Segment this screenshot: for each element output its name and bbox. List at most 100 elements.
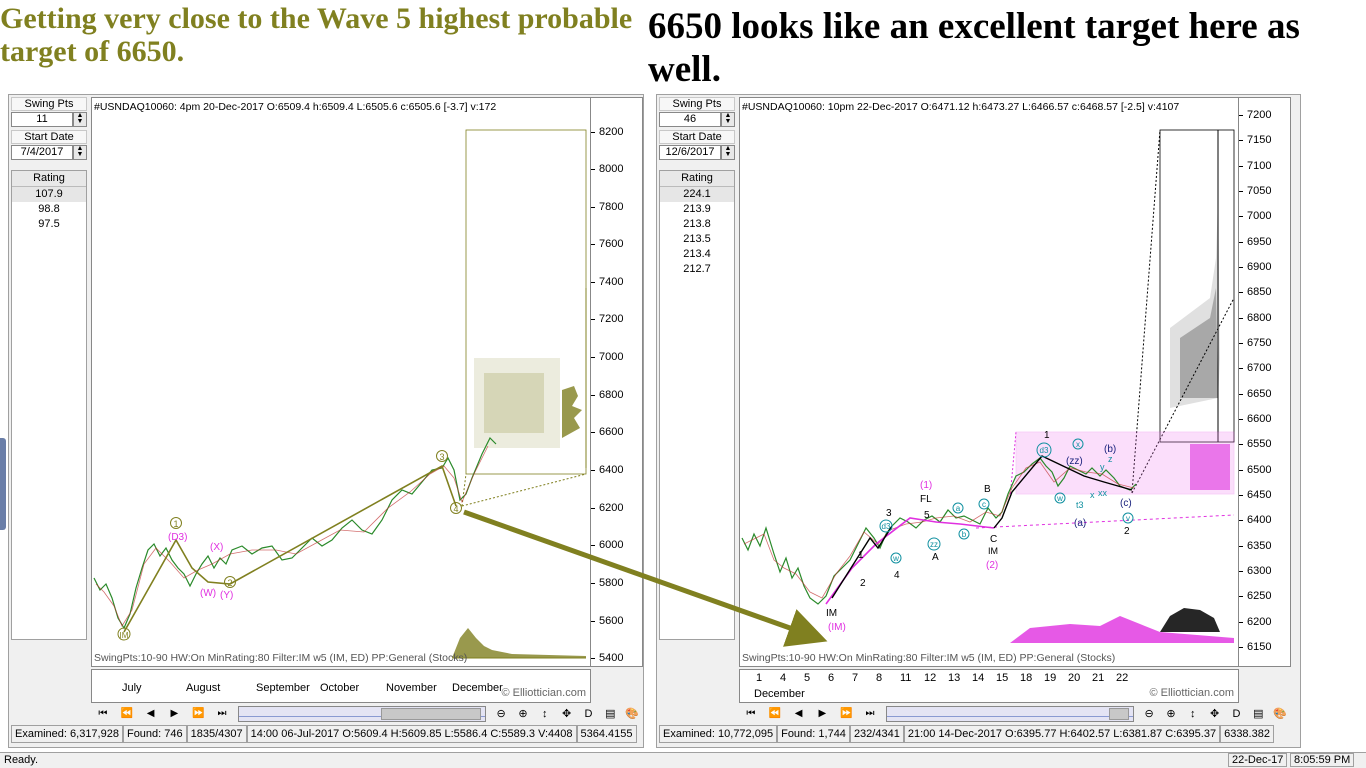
draw-icon[interactable]: D (584, 708, 593, 720)
rating-list[interactable]: Rating 224.1 213.9 213.8 213.5 213.4 212… (659, 170, 735, 640)
wave-label: (b) (1104, 444, 1116, 455)
y-tick: 6000 (591, 539, 643, 551)
swing-pts-input[interactable]: 11 (11, 112, 73, 127)
app-status-bar: Ready. 22-Dec-17 8:05:59 PM (0, 752, 1366, 768)
start-date-spinner[interactable]: ▲ ▼ (721, 145, 735, 160)
side-tab[interactable] (0, 438, 6, 530)
rating-row[interactable]: 98.8 (38, 203, 60, 215)
y-tick: 6600 (1239, 413, 1291, 425)
x-day-label: 18 (1020, 672, 1033, 684)
last-icon[interactable]: ⏭ (217, 708, 227, 719)
y-tick: 7100 (1239, 160, 1291, 172)
start-date-spinner[interactable]: ▲ ▼ (73, 145, 87, 160)
rating-row[interactable]: 213.4 (683, 248, 711, 260)
x-label: September (256, 682, 310, 694)
date-axis-left[interactable]: July August September October November D… (91, 669, 591, 703)
chart-filter-footer: SwingPts:10-90 HW:On MinRating:80 Filter… (742, 652, 1116, 664)
draw-icon[interactable]: D (1232, 708, 1241, 720)
rating-row[interactable]: 213.8 (683, 218, 711, 230)
step-forward-icon[interactable]: ▶ (170, 708, 179, 719)
status-examined: Examined: 10,772,095 (659, 725, 778, 743)
step-back-icon[interactable]: ◀ (794, 708, 803, 719)
price-axis-right[interactable]: 7200 7150 7100 7050 7000 6950 6900 6850 … (1239, 97, 1291, 667)
swing-pts-input[interactable]: 46 (659, 112, 721, 127)
x-day-label: 11 (900, 672, 912, 684)
wave-label: (X) (210, 542, 223, 553)
palette-icon[interactable]: 🎨 (1273, 708, 1287, 720)
start-date-input[interactable]: 7/4/2017 (11, 145, 73, 160)
rating-list[interactable]: Rating 107.9 98.8 97.5 (11, 170, 87, 640)
wave-label: a (956, 504, 961, 513)
move-icon[interactable]: ✥ (562, 708, 572, 720)
first-icon[interactable]: ⏮ (98, 708, 108, 719)
wave-label: c (982, 500, 986, 509)
swing-pts-spinner[interactable]: ▲ ▼ (73, 112, 87, 127)
ready-status: Ready. (4, 754, 39, 766)
x-day-label: 19 (1044, 672, 1057, 684)
move-icon[interactable]: ✥ (1210, 708, 1220, 720)
first-icon[interactable]: ⏮ (746, 708, 756, 719)
rewind-icon[interactable]: ⏪ (768, 708, 781, 719)
start-date-label: Start Date (659, 130, 735, 144)
wave-label: (D3) (168, 532, 187, 543)
scroll-thumb[interactable] (1109, 708, 1130, 720)
zoom-in-icon[interactable]: ⊕ (1166, 708, 1176, 720)
data-window-icon[interactable]: ▤ (1253, 708, 1264, 720)
chart-scrollbar[interactable] (237, 706, 487, 722)
start-date-input[interactable]: 12/6/2017 (659, 145, 721, 160)
rating-row[interactable]: 107.9 (12, 187, 86, 202)
y-tick: 7000 (1239, 210, 1291, 222)
data-window-icon[interactable]: ▤ (605, 708, 616, 720)
status-index: 232/4341 (849, 725, 904, 743)
price-chart-right[interactable]: #USNDAQ10060: 10pm 22-Dec-2017 O:6471.12… (739, 97, 1239, 667)
zoom-out-icon[interactable]: ⊖ (1144, 708, 1154, 720)
y-tick: 5400 (591, 652, 643, 664)
status-cursor-price: 5364.4155 (576, 725, 637, 743)
zoom-out-icon[interactable]: ⊖ (496, 708, 506, 720)
wave-label: 1 (858, 550, 864, 561)
date-axis-right[interactable]: 1 4 5 6 7 8 11 12 13 14 15 18 19 20 21 2… (739, 669, 1239, 703)
wave-label: (IM) (828, 622, 846, 633)
step-forward-icon[interactable]: ▶ (818, 708, 827, 719)
wave-label: x (1076, 440, 1080, 449)
last-icon[interactable]: ⏭ (865, 708, 875, 719)
wave-label: 4 (453, 504, 458, 514)
rating-row[interactable]: 224.1 (660, 187, 734, 202)
swing-pts-spinner[interactable]: ▲ ▼ (721, 112, 735, 127)
rating-row[interactable]: 97.5 (38, 218, 60, 230)
status-bar-data: 14:00 06-Jul-2017 O:5609.4 H:5609.85 L:5… (246, 725, 577, 743)
wave-label: (Y) (220, 590, 233, 601)
fast-forward-icon[interactable]: ⏩ (192, 708, 205, 719)
y-tick: 8200 (591, 126, 643, 138)
step-back-icon[interactable]: ◀ (146, 708, 155, 719)
fast-forward-icon[interactable]: ⏩ (840, 708, 853, 719)
x-label: October (320, 682, 360, 694)
wave-label: B (984, 484, 991, 495)
wave-label: A (932, 552, 939, 563)
rating-row[interactable]: 213.9 (683, 203, 711, 215)
wave-label: d3 (882, 522, 891, 531)
vertical-scale-icon[interactable]: ↕ (542, 708, 548, 720)
wave-label: IM (826, 608, 837, 619)
y-tick: 7200 (591, 313, 643, 325)
x-label: December (452, 682, 503, 694)
zoom-in-icon[interactable]: ⊕ (518, 708, 528, 720)
wave-label: 2 (1124, 526, 1130, 537)
scroll-thumb[interactable] (381, 708, 482, 720)
y-tick: 6600 (591, 426, 643, 438)
wave-label: 5 (924, 510, 930, 521)
wave-label: 3 (886, 508, 892, 519)
price-chart-left[interactable]: #USNDAQ10060: 4pm 20-Dec-2017 O:6509.4 h… (91, 97, 591, 667)
rating-row[interactable]: 212.7 (683, 263, 711, 275)
palette-icon[interactable]: 🎨 (625, 708, 639, 720)
rating-row[interactable]: 213.5 (683, 233, 711, 245)
chart-scrollbar[interactable] (885, 706, 1135, 722)
status-found: Found: 1,744 (777, 725, 850, 743)
x-day-label: 14 (972, 672, 985, 684)
y-tick: 6400 (591, 464, 643, 476)
y-tick: 7800 (591, 201, 643, 213)
vertical-scale-icon[interactable]: ↕ (1190, 708, 1196, 720)
price-axis-left[interactable]: 8200 8000 7800 7600 7400 7200 7000 6800 … (591, 97, 643, 667)
wave-label: t3 (1076, 500, 1084, 510)
rewind-icon[interactable]: ⏪ (120, 708, 133, 719)
